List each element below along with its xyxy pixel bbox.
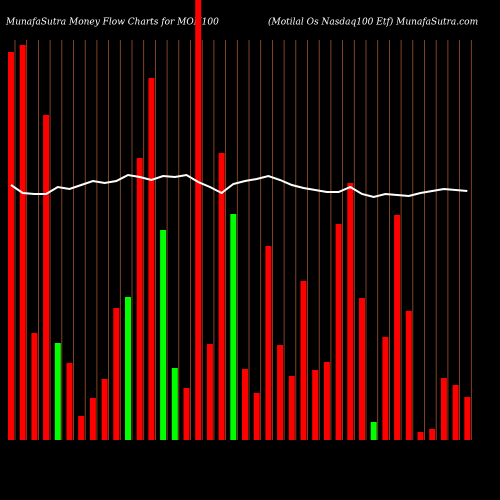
bar	[417, 432, 424, 440]
bar	[277, 345, 284, 440]
bar	[8, 52, 14, 440]
bar	[230, 214, 237, 440]
flow-line	[10, 173, 468, 199]
bar	[323, 362, 330, 440]
chart-subtitle: (Motilal Os Nasdaq100 Etf) MunafaSutra.c…	[268, 17, 478, 28]
chart-title: MunafaSutra Money Flow Charts for MON100	[5, 18, 219, 28]
bar	[242, 369, 248, 440]
bar	[66, 363, 73, 440]
bar	[113, 308, 120, 440]
bar	[171, 368, 178, 440]
bar	[335, 224, 342, 440]
bar	[347, 183, 354, 440]
bar	[440, 378, 447, 440]
bar	[195, 0, 202, 440]
bar	[464, 397, 471, 440]
bar	[101, 379, 108, 440]
bar	[218, 153, 225, 440]
bar	[148, 78, 155, 440]
bar	[136, 158, 143, 440]
bar	[206, 344, 213, 440]
bar	[359, 298, 365, 440]
bar	[300, 281, 307, 440]
bar	[429, 429, 436, 440]
bar	[183, 388, 190, 440]
bar	[54, 343, 61, 440]
bar	[382, 337, 389, 440]
bar	[312, 370, 319, 440]
bar	[452, 385, 459, 440]
bar	[31, 333, 38, 440]
bar	[253, 393, 260, 440]
bar	[405, 311, 412, 440]
bar	[370, 422, 377, 440]
bar	[288, 376, 295, 440]
bar	[78, 416, 85, 440]
bar	[394, 215, 401, 440]
bar	[89, 398, 96, 440]
bar	[43, 115, 50, 440]
bar	[265, 246, 272, 440]
bar	[125, 297, 131, 440]
bar	[19, 45, 26, 440]
bar	[160, 230, 167, 440]
